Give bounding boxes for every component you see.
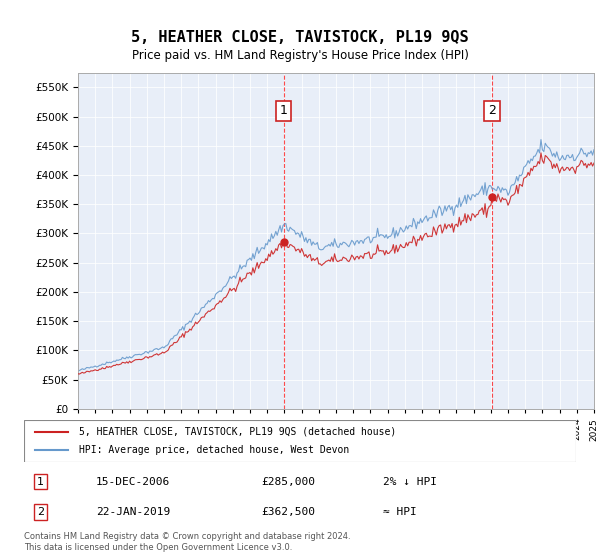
Text: 22-JAN-2019: 22-JAN-2019 <box>96 507 170 517</box>
Text: £285,000: £285,000 <box>262 477 316 487</box>
Text: 1: 1 <box>280 104 287 117</box>
Text: HPI: Average price, detached house, West Devon: HPI: Average price, detached house, West… <box>79 445 349 455</box>
Text: 5, HEATHER CLOSE, TAVISTOCK, PL19 9QS: 5, HEATHER CLOSE, TAVISTOCK, PL19 9QS <box>131 30 469 45</box>
Text: 15-DEC-2006: 15-DEC-2006 <box>96 477 170 487</box>
FancyBboxPatch shape <box>24 420 576 462</box>
Text: Price paid vs. HM Land Registry's House Price Index (HPI): Price paid vs. HM Land Registry's House … <box>131 49 469 62</box>
Text: ≈ HPI: ≈ HPI <box>383 507 416 517</box>
Text: 2: 2 <box>488 104 496 117</box>
Text: 2% ↓ HPI: 2% ↓ HPI <box>383 477 437 487</box>
Text: 5, HEATHER CLOSE, TAVISTOCK, PL19 9QS (detached house): 5, HEATHER CLOSE, TAVISTOCK, PL19 9QS (d… <box>79 427 397 437</box>
Text: 1: 1 <box>37 477 44 487</box>
Text: £362,500: £362,500 <box>262 507 316 517</box>
Text: Contains HM Land Registry data © Crown copyright and database right 2024.
This d: Contains HM Land Registry data © Crown c… <box>24 532 350 552</box>
Text: 2: 2 <box>37 507 44 517</box>
